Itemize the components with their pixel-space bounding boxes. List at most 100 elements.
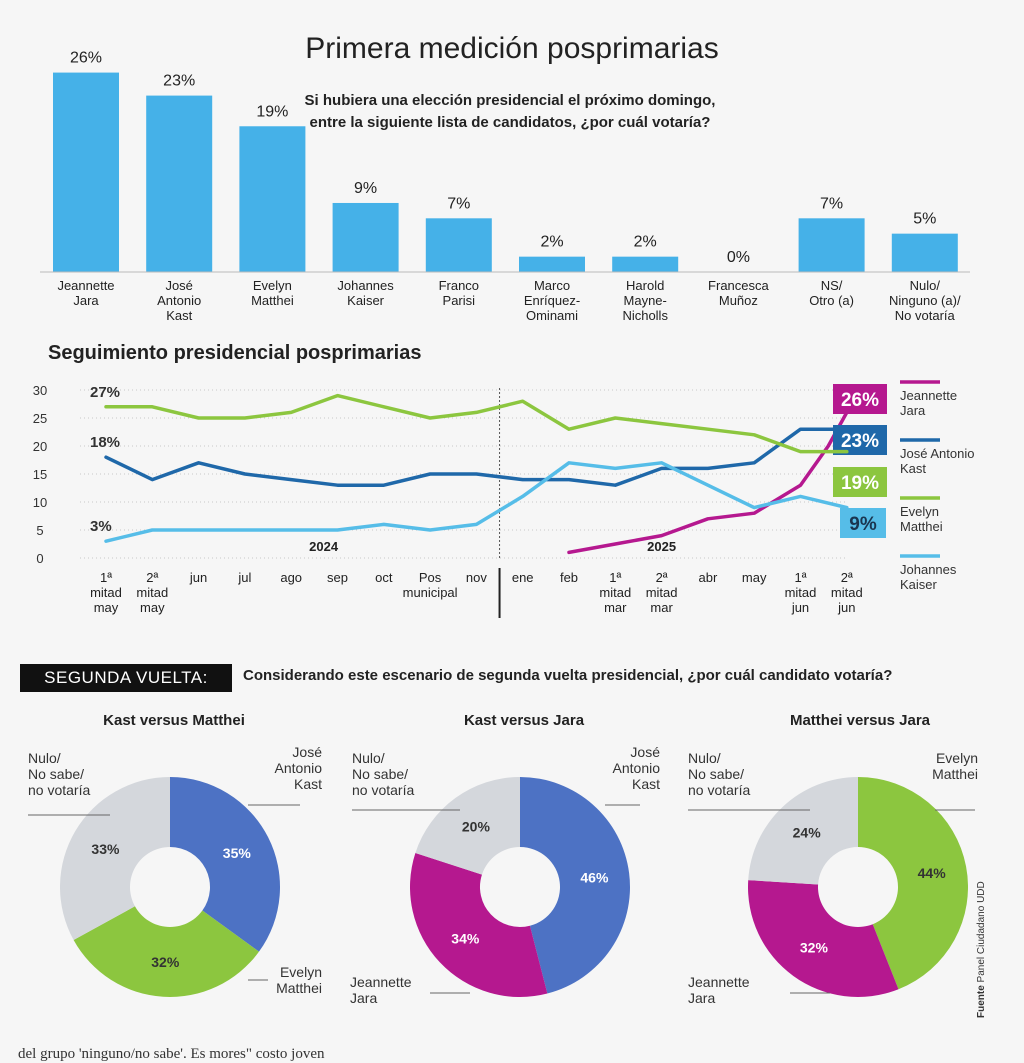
- bar-category-label: Franco Parisi: [439, 278, 479, 308]
- pie-title-kast-jara: Kast versus Jara: [463, 712, 585, 729]
- bar-value-label: 19%: [256, 103, 288, 120]
- pie-value-label: 46%: [580, 870, 609, 886]
- line-x-tick-label: 1ª mitad jun: [785, 570, 817, 615]
- bar-category-label: José Antonio Kast: [157, 278, 201, 323]
- pie-slice: [415, 777, 520, 875]
- bar: [519, 256, 585, 272]
- line-y-tick-label: 30: [33, 383, 47, 398]
- bar-value-label: 7%: [820, 195, 843, 212]
- bar: [798, 218, 865, 272]
- pie-value-label: 35%: [223, 845, 252, 861]
- pie-value-label: 34%: [451, 930, 480, 946]
- bar-chart: 26% Jeannette Jara 23% José Antonio Kast 19% Eve…: [40, 50, 970, 323]
- line-x-tick-label: 2ª mitad mar: [646, 570, 678, 615]
- series-final-label: 19%: [841, 473, 879, 494]
- footer-text: del grupo 'ninguno/no sabe'. Es mores" c…: [18, 1046, 325, 1062]
- pie-slice: [60, 777, 170, 940]
- pie-slice-label: Nulo/No sabe/no votaría: [688, 750, 750, 798]
- series-start-label: 27%: [90, 384, 120, 401]
- line-x-tick-label: jul: [237, 570, 251, 585]
- legend-label: Johannes Kaiser: [900, 562, 957, 592]
- bar-value-label: 9%: [354, 180, 377, 197]
- series-final-box: [833, 384, 887, 414]
- pie-value-label: 44%: [918, 865, 947, 881]
- legend-label: José Antonio Kast: [900, 446, 974, 476]
- bar-category-label: Johannes Kaiser: [337, 278, 394, 308]
- bar-value-label: 23%: [163, 73, 195, 90]
- pie-slice: [409, 853, 548, 997]
- series-line: [567, 410, 849, 555]
- bar-category-label: Marco Enríquez-Ominami: [524, 278, 580, 323]
- series-line: [104, 461, 849, 543]
- line-y-tick-label: 25: [33, 411, 47, 426]
- pie-slice-label: José Antonio Kast: [275, 744, 323, 792]
- series-start-label: 3%: [90, 518, 112, 535]
- pie-slice: [748, 880, 899, 997]
- line-x-tick-label: ago: [280, 570, 302, 585]
- series-start-label: 18%: [90, 434, 120, 451]
- line-x-tick-label: jun: [189, 570, 207, 585]
- series-final-label: 23%: [841, 431, 879, 452]
- bar-category-label: Evelyn Matthei: [251, 278, 294, 308]
- bar-value-label: 2%: [634, 234, 657, 251]
- pie-slice-label: José Antonio Kast: [613, 744, 661, 792]
- line-y-tick-label: 5: [36, 523, 43, 538]
- pie-value-label: 24%: [793, 824, 822, 840]
- pie-slice-label: Nulo/No sabe/no votaría: [352, 750, 414, 798]
- bar-value-label: 7%: [447, 195, 470, 212]
- bar-category-label: Harold Mayne-Nicholls: [622, 278, 668, 323]
- line-y-tick-label: 0: [36, 551, 43, 566]
- pie-slice-label: Evelyn Matthei: [276, 964, 322, 996]
- year-label: 2025: [647, 539, 676, 554]
- pie-slice: [170, 777, 280, 952]
- bar-value-label: 5%: [913, 211, 936, 228]
- pie-charts: 35% José Antonio Kast 32% Evelyn Matthei 33% Nul…: [28, 744, 978, 1006]
- source-credit: Fuente Panel Ciudadano UDD: [976, 881, 987, 1018]
- line-x-tick-label: feb: [560, 570, 578, 585]
- pie-slice: [520, 777, 630, 994]
- second-round-question: Considerando este escenario de segunda v…: [243, 667, 893, 684]
- line-x-tick-label: 1ª mitad may: [90, 570, 122, 615]
- line-x-tick-label: oct: [375, 570, 393, 585]
- pie-title-matthei-jara: Matthei versus Jara: [789, 712, 931, 729]
- pie-title-kast-matthei: Kast versus Matthei: [103, 712, 245, 729]
- series-final-box: [840, 508, 886, 538]
- legend-label: Evelyn Matthei: [900, 504, 943, 534]
- bar: [612, 256, 679, 272]
- bar-question: Si hubiera una elección presidencial el …: [304, 92, 716, 131]
- bar-value-label: 2%: [540, 234, 563, 251]
- line-y-tick-label: 20: [33, 439, 47, 454]
- pie-value-label: 33%: [91, 841, 120, 857]
- pie-slice: [858, 777, 968, 990]
- bar-category-label: NS/Otro (a): [809, 278, 854, 308]
- line-y-tick-label: 15: [33, 467, 47, 482]
- pie-value-label: 32%: [800, 940, 829, 956]
- bar: [53, 72, 119, 272]
- line-x-tick-label: nov: [466, 570, 487, 585]
- bar-category-label: Jeannette Jara: [57, 278, 114, 308]
- series-line: [104, 427, 849, 487]
- pie-slice: [73, 906, 259, 997]
- line-chart-title: Seguimiento presidencial posprimarias: [48, 342, 422, 364]
- legend-label: Jeannette Jara: [900, 388, 957, 418]
- bar: [425, 218, 492, 272]
- series-line: [104, 393, 849, 454]
- bar-category-label: Francesca Muñoz: [708, 278, 769, 308]
- pie-slice-label: Evelyn Matthei: [932, 750, 978, 782]
- line-y-tick-label: 10: [33, 495, 47, 510]
- line-x-tick-label: ene: [512, 570, 534, 585]
- pie-slice: [748, 777, 858, 885]
- year-label: 2024: [309, 539, 339, 554]
- second-round-label: SEGUNDA VUELTA:: [20, 664, 232, 692]
- line-x-tick-label: Pos municipal: [403, 570, 458, 600]
- bar: [332, 202, 399, 272]
- line-x-tick-label: abr: [699, 570, 718, 585]
- line-x-tick-label: sep: [327, 570, 348, 585]
- line-x-tick-label: 1ª mitad mar: [599, 570, 631, 615]
- series-final-label: 9%: [849, 514, 877, 535]
- bar-value-label: 26%: [70, 50, 102, 67]
- pie-slice-label: Jeannette Jara: [350, 974, 412, 1006]
- bar: [146, 95, 213, 272]
